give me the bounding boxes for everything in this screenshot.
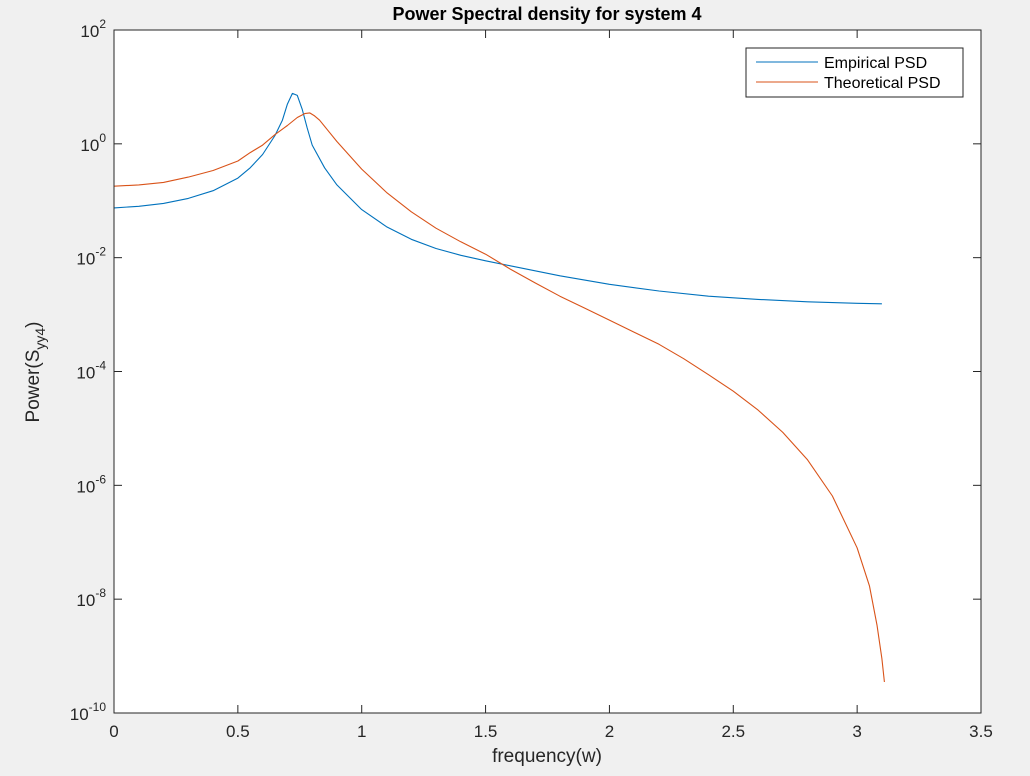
y-tick-label: 10-6 — [76, 472, 106, 496]
y-axis-label-sub: yy4 — [32, 328, 48, 350]
y-axis-label-main: Power(S — [23, 350, 44, 423]
x-tick-label: 0 — [109, 722, 118, 741]
chart-title: Power Spectral density for system 4 — [392, 4, 701, 24]
tick-layer: 0 0.5 1 1.5 2 2.5 3 3.5 102 100 10-2 10-4 10-6 10-8 10… — [70, 17, 993, 741]
legend-label-theoretical: Theoretical PSD — [824, 75, 941, 92]
x-tick-label: 0.5 — [226, 722, 250, 741]
x-tick-label: 3.5 — [969, 722, 993, 741]
x-tick-label: 3 — [852, 722, 861, 741]
y-tick-label: 102 — [80, 17, 106, 41]
x-axis-label: frequency(w) — [492, 746, 602, 767]
legend-label-empirical: Empirical PSD — [824, 55, 927, 72]
legend-box — [745, 47, 964, 98]
series-line-empirical-psd — [113, 92, 882, 305]
plot-area — [114, 30, 981, 713]
series-line-theoretical-psd — [113, 112, 885, 683]
series-layer — [113, 92, 885, 683]
y-tick-label: 10-8 — [76, 586, 106, 610]
x-tick-label: 1.5 — [474, 722, 498, 741]
legend: Empirical PSD Theoretical PSD — [745, 47, 964, 98]
y-tick-label: 10-10 — [70, 700, 107, 724]
y-axis-label-close: ) — [23, 322, 44, 328]
x-tick-label: 2 — [605, 722, 614, 741]
x-tick-label: 1 — [357, 722, 366, 741]
y-tick-label: 100 — [80, 131, 106, 155]
y-tick-label: 10-2 — [76, 245, 106, 269]
x-tick-label: 2.5 — [721, 722, 745, 741]
y-tick-label: 10-4 — [76, 359, 106, 383]
y-axis-label: Power(Syy4) — [23, 322, 48, 423]
